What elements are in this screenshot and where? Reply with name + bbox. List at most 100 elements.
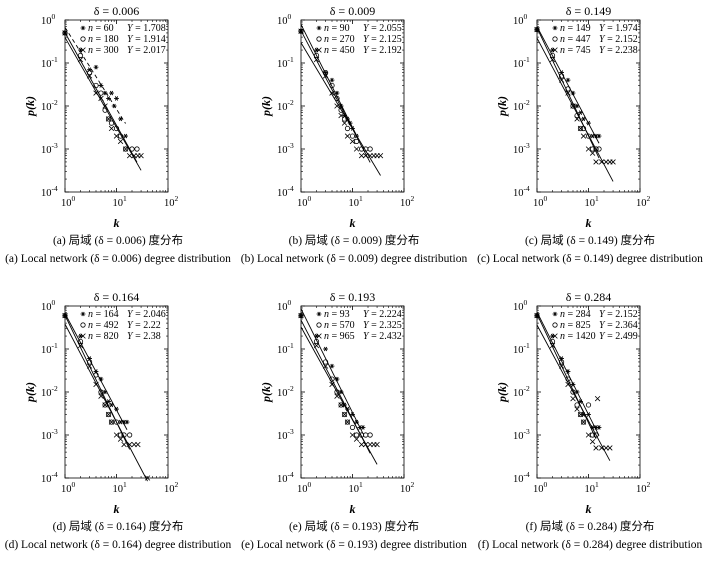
- data-point-s2-0: [298, 312, 304, 319]
- y-tick-label: 100: [513, 298, 528, 313]
- y-tick-label: 10-3: [41, 427, 58, 442]
- x-tick-label: 100: [61, 194, 76, 209]
- data-point-s1-0: [62, 30, 68, 36]
- chart-svg: 100 101 102 10-4 10-3 10-2 10-1 100 δ = 0.284 k p(…: [495, 290, 651, 516]
- data-point-s1-10: [593, 432, 599, 438]
- data-point-s1-1: [313, 52, 320, 59]
- data-point-s1-9: [353, 432, 360, 438]
- plot-area: [62, 312, 151, 482]
- y-tick-label: 10-2: [277, 384, 294, 399]
- data-point-s2-1: [549, 56, 556, 63]
- chart-panel-d: 100 101 102 10-4 10-3 10-2 10-1 100 δ = 0.164 k p(…: [0, 286, 236, 572]
- legend-entry-1: n = 270: [324, 34, 355, 45]
- data-point-s2-11: [598, 445, 605, 451]
- data-point-s0-8: [114, 406, 119, 412]
- data-point-s1-5: [338, 107, 344, 113]
- caption-en: (c) Local network (δ = 0.149) degree dis…: [477, 253, 703, 265]
- y-tick-label: 10-4: [41, 184, 58, 199]
- data-point-s0-9: [354, 419, 359, 425]
- legend-entry-0: n = 93: [324, 309, 350, 320]
- data-point-s0-4: [334, 90, 340, 96]
- y-tick-label: 10-4: [277, 184, 294, 199]
- data-point-s2-5: [338, 402, 344, 408]
- legend-marker-2: [316, 47, 322, 53]
- legend-marker-1: [552, 322, 558, 328]
- caption-en: (a) Local network (δ = 0.006) degree dis…: [5, 253, 231, 265]
- chart-title: δ = 0.009: [330, 4, 375, 18]
- caption-zh: (b) 局域 (δ = 0.009) 度分布: [288, 235, 420, 247]
- data-point-s0-10: [118, 116, 123, 122]
- data-point-s0-8: [586, 412, 591, 417]
- data-point-s2-9: [353, 146, 360, 152]
- data-point-s0-6: [578, 110, 583, 115]
- legend-entry-0: n = 284: [560, 309, 591, 320]
- data-point-s2-4: [98, 393, 104, 399]
- data-point-s1-7: [344, 125, 351, 132]
- legend-marker-2: [552, 333, 558, 339]
- data-point-s0-4: [570, 382, 576, 387]
- data-point-s2-7: [344, 419, 351, 425]
- data-point-s0-7: [581, 116, 586, 122]
- y-tick-label: 10-4: [277, 470, 294, 485]
- legend-gamma-0: Υ = 1.974: [599, 23, 638, 34]
- data-point-s1-9: [353, 138, 360, 145]
- x-axis-label: k: [114, 502, 120, 516]
- data-point-s2-0: [534, 26, 540, 33]
- x-tick-label: 101: [113, 194, 128, 209]
- data-point-s1-10: [122, 146, 129, 152]
- legend-entry-1: n = 570: [324, 320, 355, 331]
- data-point-s1-2: [86, 69, 93, 76]
- y-tick-label: 10-4: [513, 470, 530, 485]
- fit-line-series-2: [300, 326, 378, 465]
- legend-marker-1: [80, 36, 86, 42]
- data-point-s2-6: [341, 120, 348, 126]
- caption-en: (e) Local network (δ = 0.193) degree dis…: [241, 539, 467, 551]
- data-point-s2-8: [585, 146, 592, 152]
- legend-gamma-2: Υ = 2.432: [363, 331, 402, 342]
- data-point-s1-0: [298, 312, 304, 319]
- legend-entry-1: n = 447: [560, 34, 591, 45]
- data-point-s2-5: [102, 103, 108, 109]
- y-axis-label: p(k): [23, 96, 37, 117]
- legend-marker-0: [80, 311, 86, 317]
- data-point-s0-8: [111, 103, 117, 109]
- y-axis-label: p(k): [259, 382, 273, 403]
- data-point-s2-8: [113, 133, 120, 139]
- x-tick-label: 102: [400, 480, 415, 495]
- data-point-s0-8: [347, 120, 353, 126]
- caption-en: (d) Local network (δ = 0.164) degree dis…: [4, 539, 232, 551]
- x-tick-label: 101: [349, 194, 364, 209]
- chart-panel-f: 100 101 102 10-4 10-3 10-2 10-1 100 δ = 0.284 k p(…: [472, 286, 708, 572]
- legend-entry-1: n = 825: [560, 320, 591, 331]
- data-point-s1-0: [534, 26, 540, 33]
- data-point-s0-3: [329, 77, 335, 83]
- legend-marker-0: [552, 311, 558, 317]
- data-point-s2-13: [607, 445, 613, 451]
- y-tick-label: 10-2: [277, 98, 294, 113]
- legend-marker-1: [552, 36, 558, 42]
- data-point-s1-6: [577, 411, 584, 418]
- legend-gamma-1: Υ = 2.325: [363, 320, 402, 331]
- fit-line-series-1: [64, 32, 138, 163]
- data-point-s2-7: [344, 133, 351, 139]
- legend-marker-2: [80, 333, 86, 339]
- data-point-s2-13: [135, 441, 141, 448]
- data-point-s2-7: [108, 125, 115, 132]
- data-point-s2-0: [62, 30, 68, 36]
- y-tick-label: 10-2: [41, 98, 58, 113]
- fit-line-series-1: [536, 313, 597, 439]
- data-point-s2-14: [144, 475, 151, 481]
- legend-marker-0: [80, 25, 86, 31]
- data-point-s2-10: [593, 445, 599, 451]
- legend-gamma-1: Υ = 2.125: [363, 34, 402, 45]
- data-point-s2-8: [349, 432, 356, 438]
- y-tick-label: 10-2: [41, 384, 58, 399]
- legend: n = 164 Υ = 2.046 n = 492 Υ = 2.22 n = 820 Υ …: [80, 309, 166, 342]
- plot-area: [298, 308, 380, 465]
- legend-entry-0: n = 164: [88, 309, 119, 320]
- data-point-s2-9: [117, 138, 124, 145]
- x-tick-label: 101: [113, 480, 128, 495]
- y-tick-label: 10-3: [513, 141, 530, 156]
- data-point-s1-3: [565, 86, 571, 92]
- data-point-s1-2: [322, 359, 329, 365]
